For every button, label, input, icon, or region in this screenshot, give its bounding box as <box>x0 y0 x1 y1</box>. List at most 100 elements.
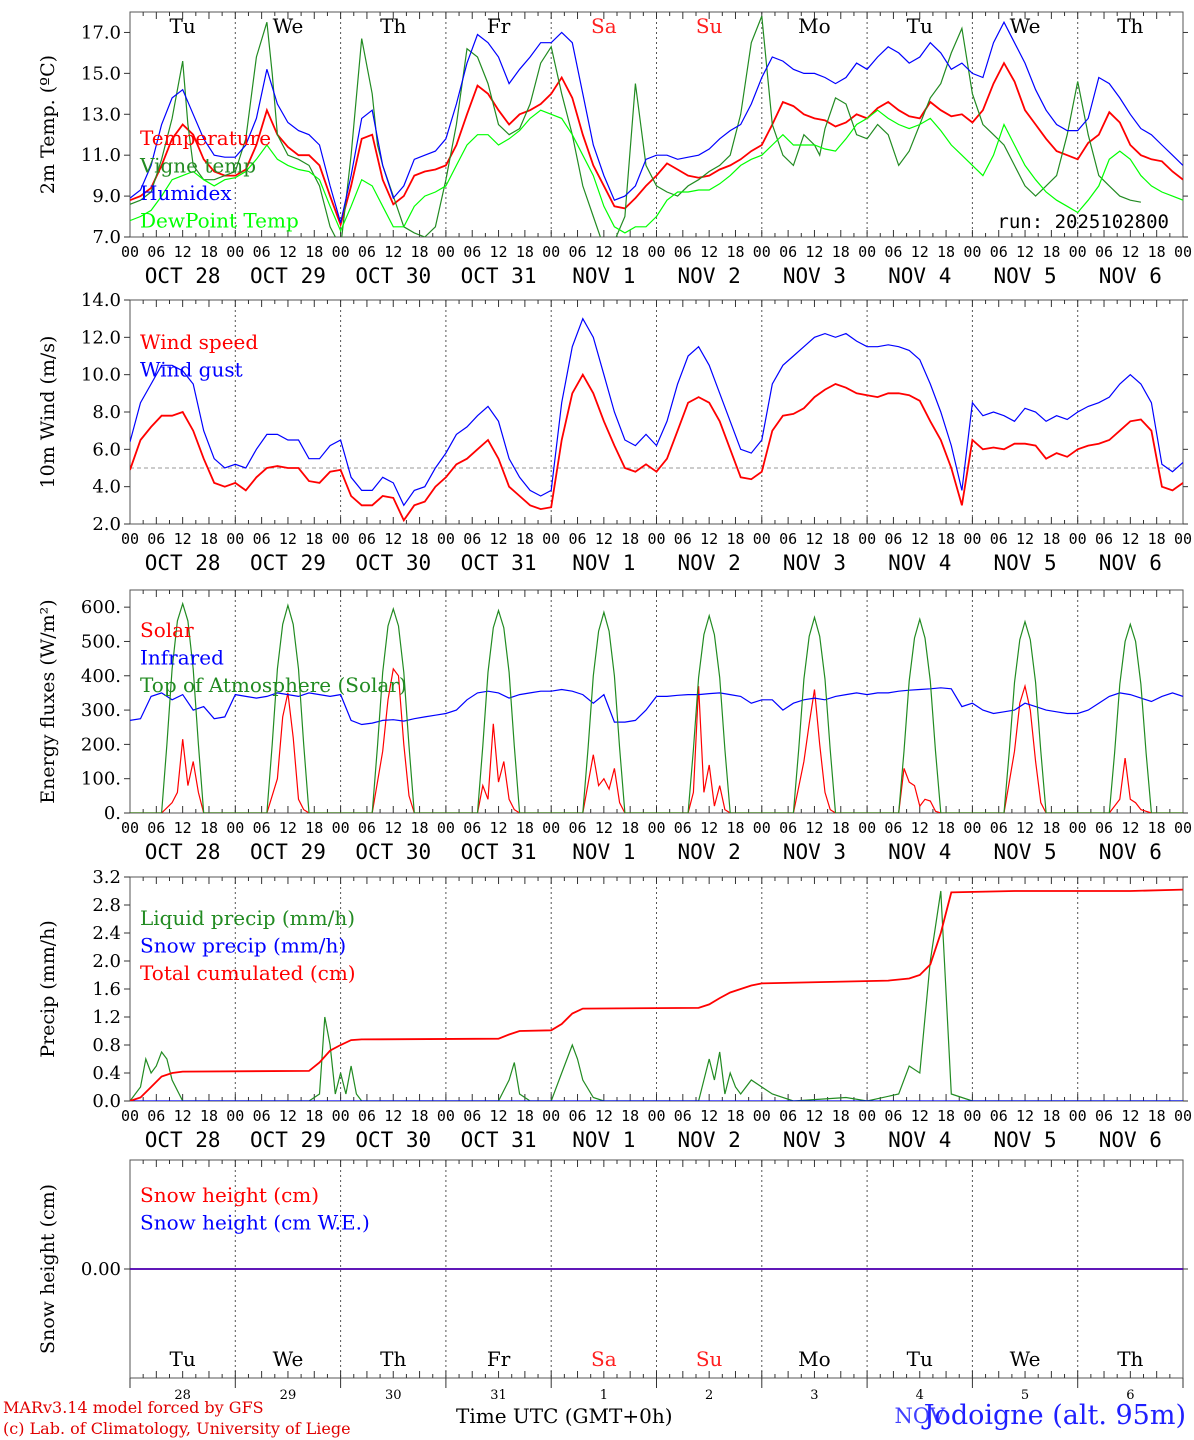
day-number: 30 <box>385 1388 402 1403</box>
hour-label: 00 <box>332 530 350 548</box>
panel-snow: 0.00 Snow height (cm) Snow height (cm) Snow… <box>37 1159 1188 1379</box>
hour-label: 18 <box>621 819 639 837</box>
weekday-label: Tu <box>907 14 933 38</box>
weekday-label-bottom: Th <box>380 1347 406 1371</box>
hour-label: 18 <box>411 1107 429 1125</box>
hour-label: 00 <box>963 1107 981 1125</box>
hour-label: 00 <box>437 530 455 548</box>
legend-entry: DewPoint Temp <box>140 209 299 233</box>
hour-label: 06 <box>884 530 902 548</box>
date-label: NOV 1 <box>572 551 635 575</box>
hour-label: 12 <box>490 530 508 548</box>
hour-label: 18 <box>621 1107 639 1125</box>
hour-label: 06 <box>568 243 586 261</box>
date-label: OCT 31 <box>461 1128 537 1152</box>
hour-label: 12 <box>1016 243 1034 261</box>
date-label: OCT 30 <box>355 264 431 288</box>
hour-label: 12 <box>384 530 402 548</box>
date-label: NOV 6 <box>1099 840 1162 864</box>
hour-label: 06 <box>463 1107 481 1125</box>
hour-label: 18 <box>305 243 323 261</box>
date-label: NOV 2 <box>678 1128 741 1152</box>
hour-label: 18 <box>937 243 955 261</box>
hour-label: 00 <box>437 1107 455 1125</box>
hour-label: 12 <box>595 819 613 837</box>
hour-label: 18 <box>305 1107 323 1125</box>
legend-entry: Snow height (cm) <box>140 1183 319 1207</box>
hour-label: 12 <box>700 243 718 261</box>
date-label: NOV 5 <box>993 840 1056 864</box>
hour-label: 12 <box>384 243 402 261</box>
y-tick-label: 8.0 <box>92 402 121 423</box>
hour-label: 06 <box>884 819 902 837</box>
hour-label: 18 <box>516 243 534 261</box>
weekday-label: We <box>273 14 304 38</box>
y-tick-label: 15.0 <box>81 63 121 84</box>
credit-lab: (c) Lab. of Climatology, University of L… <box>3 1419 351 1438</box>
hour-label: 00 <box>1069 530 1087 548</box>
weekday-label: Fr <box>487 14 511 38</box>
hour-label: 06 <box>990 243 1008 261</box>
hour-label: 18 <box>1042 819 1060 837</box>
hour-label: 06 <box>568 530 586 548</box>
legend-entry: Liquid precip (mm/h) <box>140 906 355 930</box>
y-tick-label: 11.0 <box>81 145 121 166</box>
weekday-label-bottom: Tu <box>170 1347 196 1371</box>
hour-label: 00 <box>226 1107 244 1125</box>
hour-label: 00 <box>542 243 560 261</box>
y-tick-label: 12.0 <box>81 327 121 348</box>
hour-label: 00 <box>1174 819 1192 837</box>
series-line-liquid-precip-mm-h- <box>130 890 1183 1101</box>
legend-entry: Solar <box>140 618 194 642</box>
date-label: NOV 1 <box>572 1128 635 1152</box>
hour-label: 06 <box>990 530 1008 548</box>
date-label: NOV 2 <box>678 551 741 575</box>
y-axis-title: 10m Wind (m/s) <box>37 336 59 489</box>
hour-label: 06 <box>358 1107 376 1125</box>
day-number: 31 <box>490 1388 507 1403</box>
hour-label: 06 <box>568 819 586 837</box>
date-label: NOV 6 <box>1099 1128 1162 1152</box>
hour-label: 06 <box>1095 243 1113 261</box>
hour-label: 18 <box>411 530 429 548</box>
hour-label: 12 <box>805 819 823 837</box>
series-line-dewpoint-temp <box>130 109 1183 234</box>
hour-label: 06 <box>147 530 165 548</box>
hour-label: 06 <box>1095 819 1113 837</box>
y-tick-label: 2.8 <box>92 895 121 916</box>
legend-entry: Temperature <box>140 126 271 150</box>
series-line-solar <box>130 667 1183 813</box>
panel-temperature: 7.0 9.0 11.0 13.0 15.0 17.0 2m Temp. (ºC) Tempe… <box>37 11 1192 288</box>
hour-label: 12 <box>490 243 508 261</box>
y-tick-label: 17.0 <box>81 22 121 43</box>
series-line-total-cumulated-cm- <box>130 888 1183 1101</box>
y-tick-label: 600. <box>81 597 121 618</box>
date-label: OCT 30 <box>355 840 431 864</box>
weekday-label: We <box>1010 14 1041 38</box>
hour-label: 12 <box>1016 1107 1034 1125</box>
day-number: 4 <box>916 1388 924 1403</box>
hour-label: 06 <box>990 1107 1008 1125</box>
hour-label: 06 <box>884 243 902 261</box>
hour-label: 00 <box>332 1107 350 1125</box>
hour-label: 12 <box>700 819 718 837</box>
hour-label: 06 <box>674 243 692 261</box>
y-tick-label: 400. <box>81 666 121 687</box>
hour-label: 18 <box>726 1107 744 1125</box>
hour-label: 18 <box>726 819 744 837</box>
weekday-label-bottom: Tu <box>907 1347 933 1371</box>
hour-label: 12 <box>174 243 192 261</box>
weekday-label: Th <box>380 14 406 38</box>
hour-label: 00 <box>542 819 560 837</box>
legend-entry: Infrared <box>140 646 224 670</box>
panel-wind: 2.0 4.0 6.0 8.0 10.0 12.0 14.0 10m Wind (m/s) Wi… <box>37 290 1192 575</box>
hour-label: 18 <box>200 530 218 548</box>
hour-label: 12 <box>279 530 297 548</box>
x-axis-title: Time UTC (GMT+0h) <box>456 1404 673 1428</box>
hour-label: 00 <box>1069 1107 1087 1125</box>
y-tick-label: 14.0 <box>81 290 121 311</box>
hour-label: 18 <box>726 243 744 261</box>
hour-label: 06 <box>147 819 165 837</box>
hour-label: 12 <box>1016 819 1034 837</box>
